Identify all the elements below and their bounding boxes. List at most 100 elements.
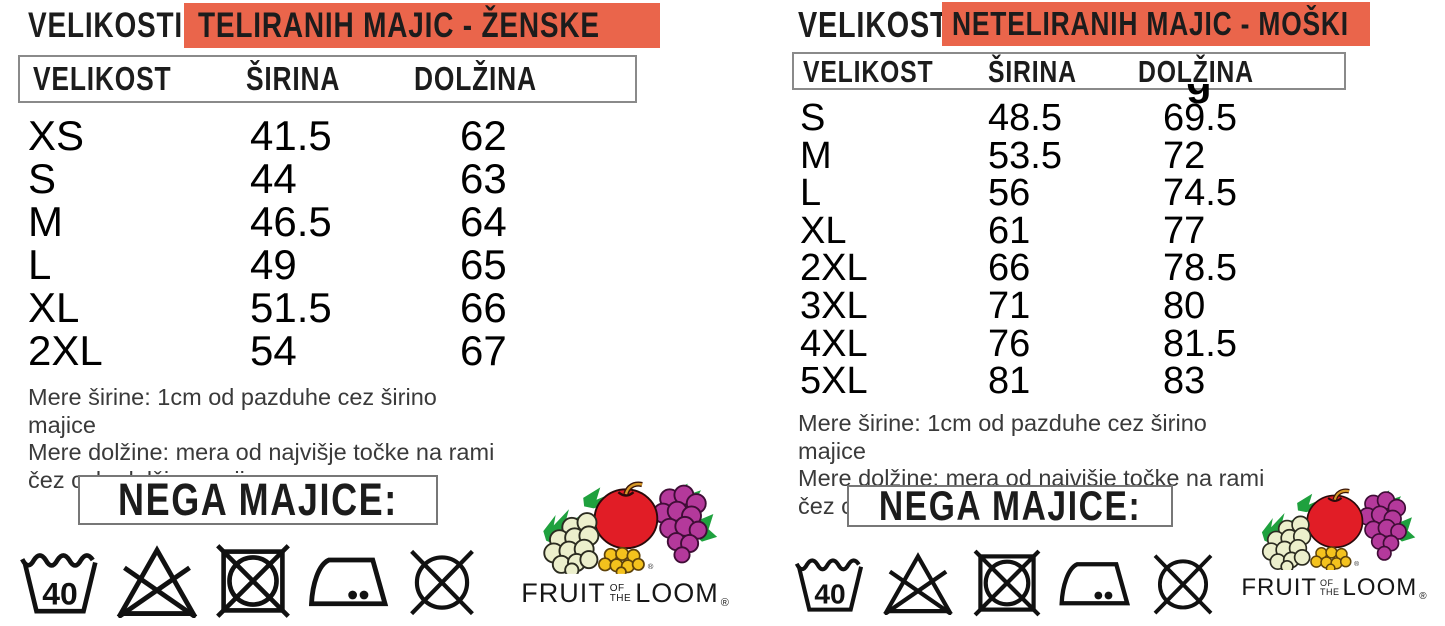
note-line: Mere širine: 1cm od pazduhe cez širino m… bbox=[28, 384, 437, 438]
length-cell: 77 bbox=[1163, 209, 1206, 252]
men-care-title-box: NEGA MAJICE: bbox=[847, 482, 1173, 529]
registered-mark: ® bbox=[720, 597, 729, 609]
table-row: L 49 65 bbox=[18, 243, 638, 286]
size-cell: 4XL bbox=[800, 322, 868, 365]
table-row: XS 41.5 62 bbox=[18, 114, 638, 157]
do-not-tumble-dry-icon bbox=[211, 539, 295, 623]
width-cell: 66 bbox=[988, 247, 1031, 290]
care-title-text: NEGA MAJICE: bbox=[118, 474, 398, 525]
width-cell: 41.5 bbox=[250, 112, 332, 159]
machine-wash-40-icon: 40 bbox=[794, 558, 864, 612]
table-row: 3XL 71 80 bbox=[792, 284, 1348, 327]
table-row: 4XL 76 81.5 bbox=[792, 322, 1348, 365]
size-cell: S bbox=[28, 155, 57, 202]
size-cell: XS bbox=[28, 112, 85, 159]
fruit-cluster-icon: ® bbox=[1250, 482, 1418, 570]
do-not-dry-clean-icon bbox=[1148, 548, 1218, 618]
column-header-length: DOLŽINA bbox=[414, 60, 537, 97]
length-cell: 66 bbox=[460, 284, 507, 331]
column-header-width: ŠIRINA bbox=[246, 60, 341, 97]
length-cell: 62 bbox=[460, 112, 507, 159]
table-row: 5XL 81 83 bbox=[792, 360, 1348, 403]
fruit-of-the-loom-logo: ® FRUIT OF THE LOOM ® bbox=[521, 474, 729, 609]
length-cell: 81.5 bbox=[1163, 322, 1237, 365]
title-prefix-text: VELIKOSTI bbox=[28, 6, 183, 45]
length-cell: 80 bbox=[1163, 284, 1206, 327]
width-cell: 71 bbox=[988, 284, 1031, 327]
length-cell: 63 bbox=[460, 155, 507, 202]
table-row: XL 51.5 66 bbox=[18, 286, 638, 329]
length-cell: 74.5 bbox=[1163, 172, 1237, 215]
width-cell: 81 bbox=[988, 360, 1031, 403]
logo-word-loom: LOOM bbox=[635, 578, 719, 608]
do-not-dry-clean-icon bbox=[404, 543, 480, 619]
table-row: S 48.5 69.5 bbox=[792, 97, 1348, 139]
panel-men-title-prefix: VELIKOSTI bbox=[798, 2, 997, 47]
size-cell: XL bbox=[28, 284, 80, 331]
women-size-table: XS 41.5 62 S 44 63 M 46.5 64 L 49 65 XL 51.5 66 2X… bbox=[18, 114, 638, 372]
women-table-header: VELIKOST ŠIRINA DOLŽINA bbox=[18, 55, 637, 103]
length-cell: 72 bbox=[1163, 134, 1206, 177]
width-cell: 48.5 bbox=[988, 97, 1062, 139]
size-cell: 3XL bbox=[800, 284, 868, 327]
svg-text:®: ® bbox=[648, 562, 654, 571]
title-highlight-text: NETELIRANIH MAJIC - MOŠKI bbox=[952, 5, 1349, 42]
length-cell: 67 bbox=[460, 327, 507, 374]
size-cell: 2XL bbox=[28, 327, 103, 374]
logo-of-the: OF THE bbox=[1320, 578, 1340, 597]
width-cell: 54 bbox=[250, 327, 297, 374]
width-cell: 61 bbox=[988, 209, 1031, 252]
care-title-text: NEGA MAJICE: bbox=[878, 482, 1142, 529]
do-not-bleach-icon bbox=[113, 544, 201, 618]
registered-mark: ® bbox=[1419, 591, 1427, 602]
panel-women-title-highlight: TELIRANIH MAJIC - ŽENSKE bbox=[184, 3, 660, 48]
width-cell: 44 bbox=[250, 155, 297, 202]
logo-word-loom: LOOM bbox=[1342, 574, 1418, 601]
size-cell: L bbox=[28, 241, 52, 288]
note-line: Mere širine: 1cm od pazduhe cez širino m… bbox=[798, 410, 1207, 464]
column-header-size: VELIKOST bbox=[33, 60, 172, 97]
stray-descender-artifact: g bbox=[1186, 84, 1210, 112]
logo-word-fruit: FRUIT bbox=[1241, 574, 1318, 601]
width-cell: 46.5 bbox=[250, 198, 332, 245]
title-highlight-text: TELIRANIH MAJIC - ŽENSKE bbox=[198, 6, 600, 45]
width-cell: 56 bbox=[988, 172, 1031, 215]
width-cell: 53.5 bbox=[988, 134, 1062, 177]
table-row: 2XL 66 78.5 bbox=[792, 250, 1348, 288]
do-not-tumble-dry-icon bbox=[969, 545, 1045, 621]
length-cell: 64 bbox=[460, 198, 507, 245]
title-prefix-text: VELIKOSTI bbox=[798, 4, 958, 45]
table-row: 2XL 54 67 bbox=[18, 329, 638, 372]
men-table-header: VELIKOST ŠIRINA DOLŽINA bbox=[792, 52, 1346, 90]
do-not-bleach-icon bbox=[880, 551, 956, 615]
svg-text:®: ® bbox=[1354, 560, 1359, 568]
table-row: L 56 74.5 bbox=[792, 172, 1348, 215]
note-line: Mere dolžine: mera od najvišje točke na … bbox=[28, 439, 495, 465]
size-cell: XL bbox=[800, 209, 847, 252]
table-row: M 46.5 64 bbox=[18, 200, 638, 243]
fruit-of-the-loom-logo: ® FRUIT OF THE LOOM ® bbox=[1241, 482, 1427, 602]
iron-medium-heat-icon bbox=[306, 553, 394, 609]
width-cell: 76 bbox=[988, 322, 1031, 365]
column-header-length: DOLŽINA bbox=[1138, 54, 1254, 89]
width-cell: 51.5 bbox=[250, 284, 332, 331]
size-cell: 5XL bbox=[800, 360, 868, 403]
length-cell: 78.5 bbox=[1163, 247, 1237, 290]
logo-wordmark: FRUIT OF THE LOOM ® bbox=[1241, 574, 1426, 602]
logo-wordmark: FRUIT OF THE LOOM ® bbox=[521, 578, 729, 609]
machine-wash-40-icon: 40 bbox=[20, 553, 98, 614]
women-care-icons: 40 bbox=[18, 538, 480, 624]
svg-text:40: 40 bbox=[814, 579, 845, 610]
size-cell: M bbox=[800, 134, 832, 177]
length-cell: 83 bbox=[1163, 360, 1206, 403]
panel-men-title-highlight: NETELIRANIH MAJIC - MOŠKI bbox=[942, 2, 1370, 46]
logo-of-the: OF THE bbox=[609, 582, 632, 604]
size-cell: S bbox=[800, 97, 826, 139]
size-cell: M bbox=[28, 198, 63, 245]
panel-women-title-prefix: VELIKOSTI bbox=[28, 3, 222, 48]
logo-word-fruit: FRUIT bbox=[521, 578, 606, 608]
svg-text:40: 40 bbox=[42, 576, 78, 612]
women-care-title-box: NEGA MAJICE: bbox=[78, 474, 438, 525]
men-size-table: S 48.5 69.5 M 53.5 72 L 56 74.5 XL 61 77 2XL 66 78… bbox=[792, 97, 1348, 403]
width-cell: 49 bbox=[250, 241, 297, 288]
